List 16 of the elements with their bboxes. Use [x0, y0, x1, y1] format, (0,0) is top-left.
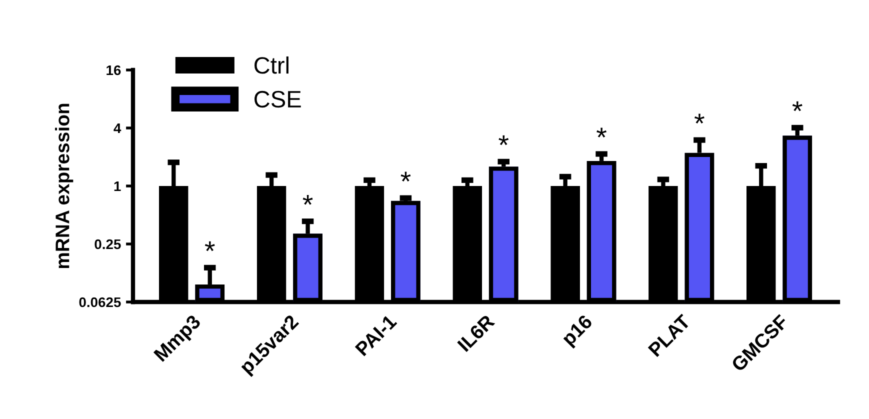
annotation: *: [400, 172, 411, 182]
x-tick-label: p16: [560, 314, 596, 349]
y-tick-label: 1: [114, 181, 121, 192]
y-tick-label: 0.0625: [79, 297, 121, 308]
y-tick-label: 16: [106, 65, 121, 76]
legend-label: CSE: [254, 90, 301, 108]
annotation: *: [694, 114, 704, 124]
annotation: *: [204, 241, 215, 252]
y-tick-label: 4: [114, 123, 122, 134]
annotation: *: [498, 135, 509, 146]
annotation: *: [596, 128, 607, 138]
y-tick-label: 0.25: [94, 239, 121, 250]
annotation: *: [792, 101, 802, 112]
legend-label: Ctrl: [254, 56, 288, 74]
y-axis-title: mRNA expression: [55, 104, 74, 268]
annotation: *: [302, 195, 313, 205]
